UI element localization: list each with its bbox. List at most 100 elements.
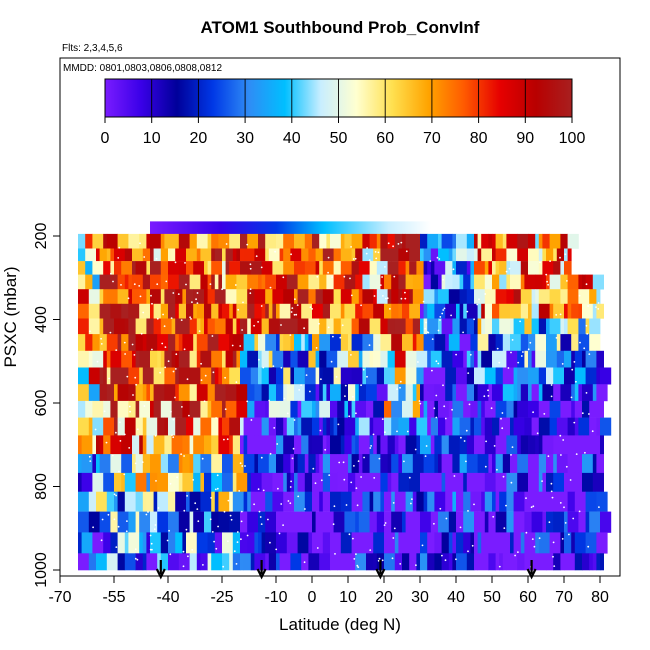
heatmap-cell: [135, 350, 140, 368]
heatmap-cell: [240, 553, 244, 571]
track-dot: [227, 499, 230, 502]
heatmap-cell: [153, 491, 158, 512]
heatmap-cell: [276, 553, 280, 571]
heatmap-cell: [150, 248, 154, 262]
track-dot: [269, 286, 272, 289]
heatmap-cell: [99, 248, 108, 262]
heatmap-cell: [520, 532, 525, 554]
heatmap-cell: [448, 511, 457, 533]
x-tick-label: 10: [339, 589, 357, 606]
heatmap-cell: [420, 553, 428, 571]
heatmap-cell: [416, 417, 428, 436]
colorbar-tick-label: 40: [283, 130, 301, 147]
heatmap-cell: [456, 233, 468, 249]
track-dot: [257, 321, 259, 323]
heatmap-cell: [322, 248, 334, 262]
heatmap-cell: [146, 472, 151, 492]
heatmap-cell: [214, 248, 223, 262]
heatmap-cell: [452, 454, 460, 474]
colorbar-tick-label: 10: [143, 130, 161, 147]
heatmap-cell: [160, 303, 169, 319]
track-dot: [150, 542, 153, 545]
heatmap-cell: [456, 553, 468, 571]
heatmap-cell: [520, 274, 525, 290]
heatmap-cell: [441, 454, 453, 474]
heatmap-cell: [492, 233, 496, 249]
heatmap-cell: [506, 511, 514, 533]
heatmap-cell: [351, 248, 356, 262]
heatmap-cell: [196, 318, 201, 335]
track-dot: [115, 494, 117, 497]
heatmap-cell: [585, 511, 590, 533]
heatmap-cell: [153, 248, 162, 262]
heatmap-cell: [384, 248, 388, 262]
heatmap-cell: [240, 435, 244, 455]
heatmap-cell: [531, 417, 536, 436]
track-dot: [570, 396, 573, 399]
track-dot: [269, 452, 272, 455]
track-dot: [174, 396, 176, 399]
heatmap-cell: [398, 384, 406, 402]
heatmap-cell: [369, 472, 381, 492]
heatmap-cell: [204, 435, 212, 455]
heatmap-cell: [135, 511, 140, 533]
heatmap-cell: [394, 350, 406, 368]
heatmap-cell: [502, 233, 507, 249]
track-dot: [180, 453, 183, 456]
heatmap-cell: [308, 435, 313, 455]
heatmap-cell: [412, 400, 421, 418]
heatmap-cell: [398, 248, 410, 262]
heatmap-cell: [441, 274, 446, 290]
track-dot: [419, 402, 422, 405]
heatmap-cell: [441, 532, 450, 554]
heatmap-cell: [135, 261, 147, 275]
heatmap-cell: [340, 384, 349, 402]
heatmap-cell: [106, 334, 118, 352]
heatmap-cell: [207, 274, 212, 290]
heatmap-cell: [124, 472, 136, 492]
heatmap-cell: [110, 511, 118, 533]
heatmap-cell: [304, 261, 316, 275]
track-dot: [547, 455, 550, 458]
heatmap-cell: [362, 532, 374, 554]
heatmap-cell: [445, 491, 453, 512]
heatmap-cell: [99, 289, 104, 305]
heatmap-cell: [528, 454, 536, 474]
heatmap-cell: [574, 491, 586, 512]
track-dot: [510, 481, 513, 484]
heatmap-cell: [236, 318, 241, 335]
track-dot: [164, 346, 167, 348]
heatmap-cell: [387, 261, 392, 275]
track-dot: [327, 326, 330, 329]
track-dot: [339, 336, 342, 339]
heatmap-cell: [153, 435, 165, 455]
track-dot: [134, 462, 137, 465]
heatmap-cell: [571, 400, 576, 418]
heatmap-cell: [326, 417, 331, 436]
heatmap-cell: [560, 400, 572, 418]
heatmap-cell: [340, 454, 349, 474]
track-dot: [132, 394, 134, 396]
track-dot: [517, 361, 520, 364]
heatmap-cell: [560, 553, 565, 571]
heatmap-cell: [427, 553, 435, 571]
heatmap-cell: [387, 435, 396, 455]
heatmap-cell: [218, 511, 230, 533]
heatmap-cell: [484, 491, 493, 512]
track-dot: [89, 460, 92, 462]
track-dot: [575, 380, 577, 383]
heatmap-cell: [153, 367, 165, 385]
heatmap-cell: [330, 303, 342, 319]
heatmap-cell: [333, 289, 342, 305]
track-dot: [233, 550, 236, 553]
heatmap-cell: [535, 233, 540, 249]
track-dot: [386, 297, 389, 300]
heatmap-cell: [124, 248, 133, 262]
heatmap-cell: [387, 454, 392, 474]
heatmap-cell: [592, 454, 597, 474]
heatmap-cell: [553, 248, 558, 262]
track-dot: [392, 537, 395, 539]
heatmap-cell: [495, 400, 507, 418]
track-dot: [586, 333, 589, 335]
